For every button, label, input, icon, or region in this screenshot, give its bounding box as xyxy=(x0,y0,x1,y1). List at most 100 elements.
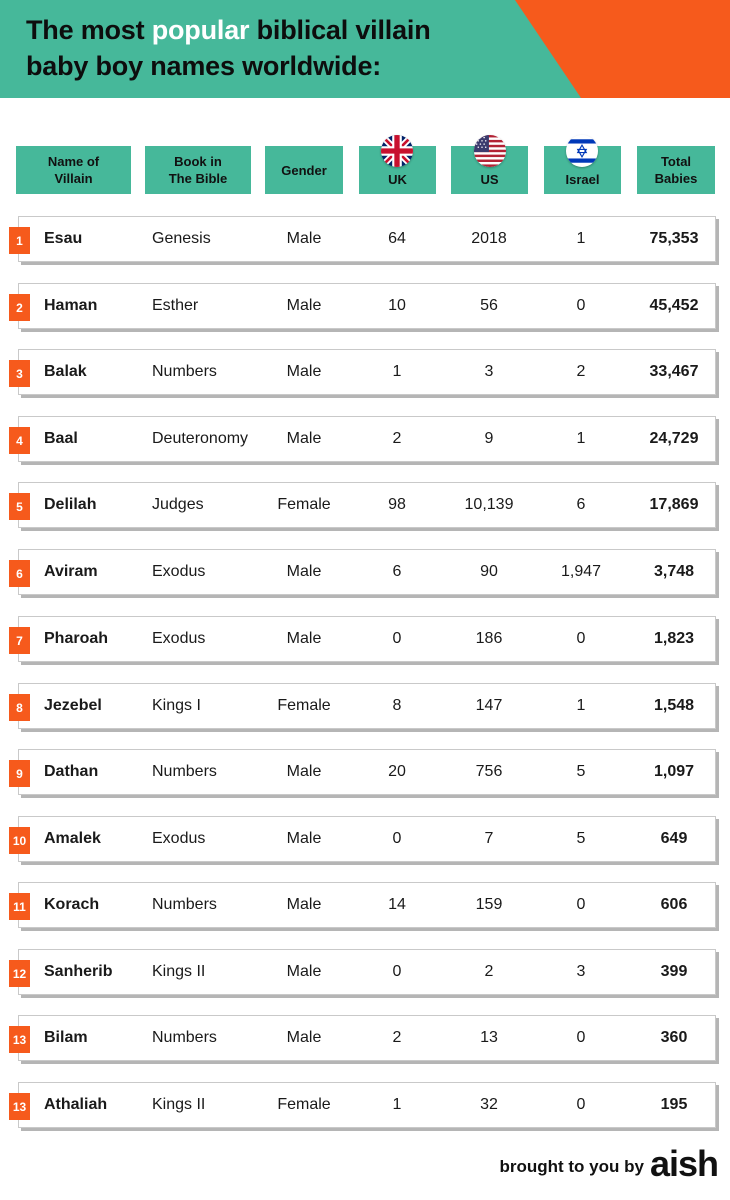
column-header-total: Total Babies xyxy=(637,146,715,194)
us-cell: 147 xyxy=(475,697,503,714)
villain-name: Korach xyxy=(44,896,100,913)
israel-cell: 1 xyxy=(576,430,586,447)
total-cell: 3,748 xyxy=(653,563,695,580)
bible-book: Genesis xyxy=(152,230,211,247)
uk-cell: 8 xyxy=(392,697,402,714)
bible-book: Exodus xyxy=(152,830,206,847)
total-cell: 75,353 xyxy=(649,230,699,247)
table-row: 13 Bilam Numbers Male 2 13 0 360 xyxy=(9,1015,716,1061)
us-cell: 90 xyxy=(480,563,498,580)
gender-cell: Female xyxy=(277,496,331,513)
gender-cell: Male xyxy=(286,563,322,580)
villain-name: Balak xyxy=(44,363,87,380)
israel-cell: 0 xyxy=(576,1029,586,1046)
gender-cell: Male xyxy=(286,363,322,380)
villain-name: Jezebel xyxy=(44,697,102,714)
table-row: 3 Balak Numbers Male 1 3 2 33,467 xyxy=(9,349,716,395)
rank-badge: 9 xyxy=(9,760,30,787)
table-row: 10 Amalek Exodus Male 0 7 5 649 xyxy=(9,816,716,862)
column-header-label: Total Babies xyxy=(654,154,698,186)
column-header-label: Gender xyxy=(281,162,327,178)
us-cell: 32 xyxy=(480,1096,498,1113)
us-cell: 10,139 xyxy=(464,496,514,513)
uk-cell: 64 xyxy=(388,230,406,247)
column-header-label: Name of Villain xyxy=(47,154,100,186)
aish-logo: aish xyxy=(649,1143,719,1184)
gender-cell: Male xyxy=(286,830,322,847)
israel-cell: 6 xyxy=(576,496,586,513)
rank-badge: 13 xyxy=(9,1026,30,1053)
header-banner: The most popular biblical villain baby bo… xyxy=(0,0,730,98)
rank-badge: 13 xyxy=(9,1093,30,1120)
bible-book: Kings II xyxy=(152,963,206,980)
total-cell: 1,097 xyxy=(653,763,695,780)
bible-book: Numbers xyxy=(152,1029,217,1046)
table-row: 8 Jezebel Kings I Female 8 147 1 1,548 xyxy=(9,683,716,729)
column-header-label: Book in The Bible xyxy=(168,154,228,186)
column-header-label: US xyxy=(480,172,499,187)
israel-flag-icon xyxy=(566,135,598,167)
gender-cell: Female xyxy=(277,1096,331,1113)
total-cell: 606 xyxy=(660,896,688,913)
villain-name: Aviram xyxy=(44,563,98,580)
total-cell: 24,729 xyxy=(649,430,699,447)
israel-cell: 0 xyxy=(576,297,586,314)
gender-cell: Male xyxy=(286,763,322,780)
rank-badge: 2 xyxy=(9,294,30,321)
gender-cell: Male xyxy=(286,963,322,980)
us-cell: 7 xyxy=(484,830,494,847)
villain-name: Baal xyxy=(44,430,78,447)
villain-name: Dathan xyxy=(44,763,99,780)
israel-cell: 1,947 xyxy=(560,563,602,580)
bible-book: Esther xyxy=(152,297,199,314)
table-row: 5 Delilah Judges Female 98 10,139 6 17,869 xyxy=(9,482,716,528)
villain-name: Bilam xyxy=(44,1029,88,1046)
table-row: 2 Haman Esther Male 10 56 0 45,452 xyxy=(9,283,716,329)
column-header-name: Name of Villain xyxy=(16,146,131,194)
rank-badge: 8 xyxy=(9,694,30,721)
us-cell: 13 xyxy=(480,1029,498,1046)
gender-cell: Male xyxy=(286,430,322,447)
total-cell: 360 xyxy=(660,1029,688,1046)
table-row: 7 Pharoah Exodus Male 0 186 0 1,823 xyxy=(9,616,716,662)
table-row: 4 Baal Deuteronomy Male 2 9 1 24,729 xyxy=(9,416,716,462)
israel-cell: 2 xyxy=(576,363,586,380)
israel-cell: 5 xyxy=(576,763,586,780)
bible-book: Kings I xyxy=(152,697,201,714)
total-cell: 1,548 xyxy=(653,697,695,714)
gender-cell: Male xyxy=(286,896,322,913)
bible-book: Numbers xyxy=(152,363,217,380)
total-cell: 649 xyxy=(660,830,688,847)
uk-flag-icon xyxy=(381,135,413,167)
uk-cell: 1 xyxy=(392,363,402,380)
uk-cell: 0 xyxy=(392,830,402,847)
table-row: 11 Korach Numbers Male 14 159 0 606 xyxy=(9,882,716,928)
rank-badge: 6 xyxy=(9,560,30,587)
israel-cell: 1 xyxy=(576,697,586,714)
total-cell: 45,452 xyxy=(649,297,699,314)
title-line-2: baby boy names worldwide: xyxy=(26,51,382,81)
uk-cell: 98 xyxy=(388,496,406,513)
total-cell: 17,869 xyxy=(649,496,699,513)
us-cell: 159 xyxy=(475,896,503,913)
villain-name: Sanherib xyxy=(44,963,113,980)
uk-cell: 6 xyxy=(392,563,402,580)
table-row: 1 Esau Genesis Male 64 2018 1 75,353 xyxy=(9,216,716,262)
brought-by-text: brought to you by xyxy=(499,1157,644,1176)
uk-cell: 0 xyxy=(392,630,402,647)
uk-cell: 2 xyxy=(392,430,402,447)
column-header-label: Israel xyxy=(565,172,600,187)
uk-cell: 14 xyxy=(388,896,406,913)
column-header-gender: Gender xyxy=(265,146,343,194)
header-orange-accent xyxy=(515,0,730,98)
us-cell: 3 xyxy=(484,363,494,380)
israel-cell: 0 xyxy=(576,1096,586,1113)
bible-book: Exodus xyxy=(152,630,206,647)
rank-badge: 7 xyxy=(9,627,30,654)
villain-name: Esau xyxy=(44,230,83,247)
total-cell: 399 xyxy=(660,963,688,980)
gender-cell: Male xyxy=(286,1029,322,1046)
us-cell: 186 xyxy=(475,630,503,647)
villain-name: Delilah xyxy=(44,496,97,513)
total-cell: 33,467 xyxy=(649,363,699,380)
